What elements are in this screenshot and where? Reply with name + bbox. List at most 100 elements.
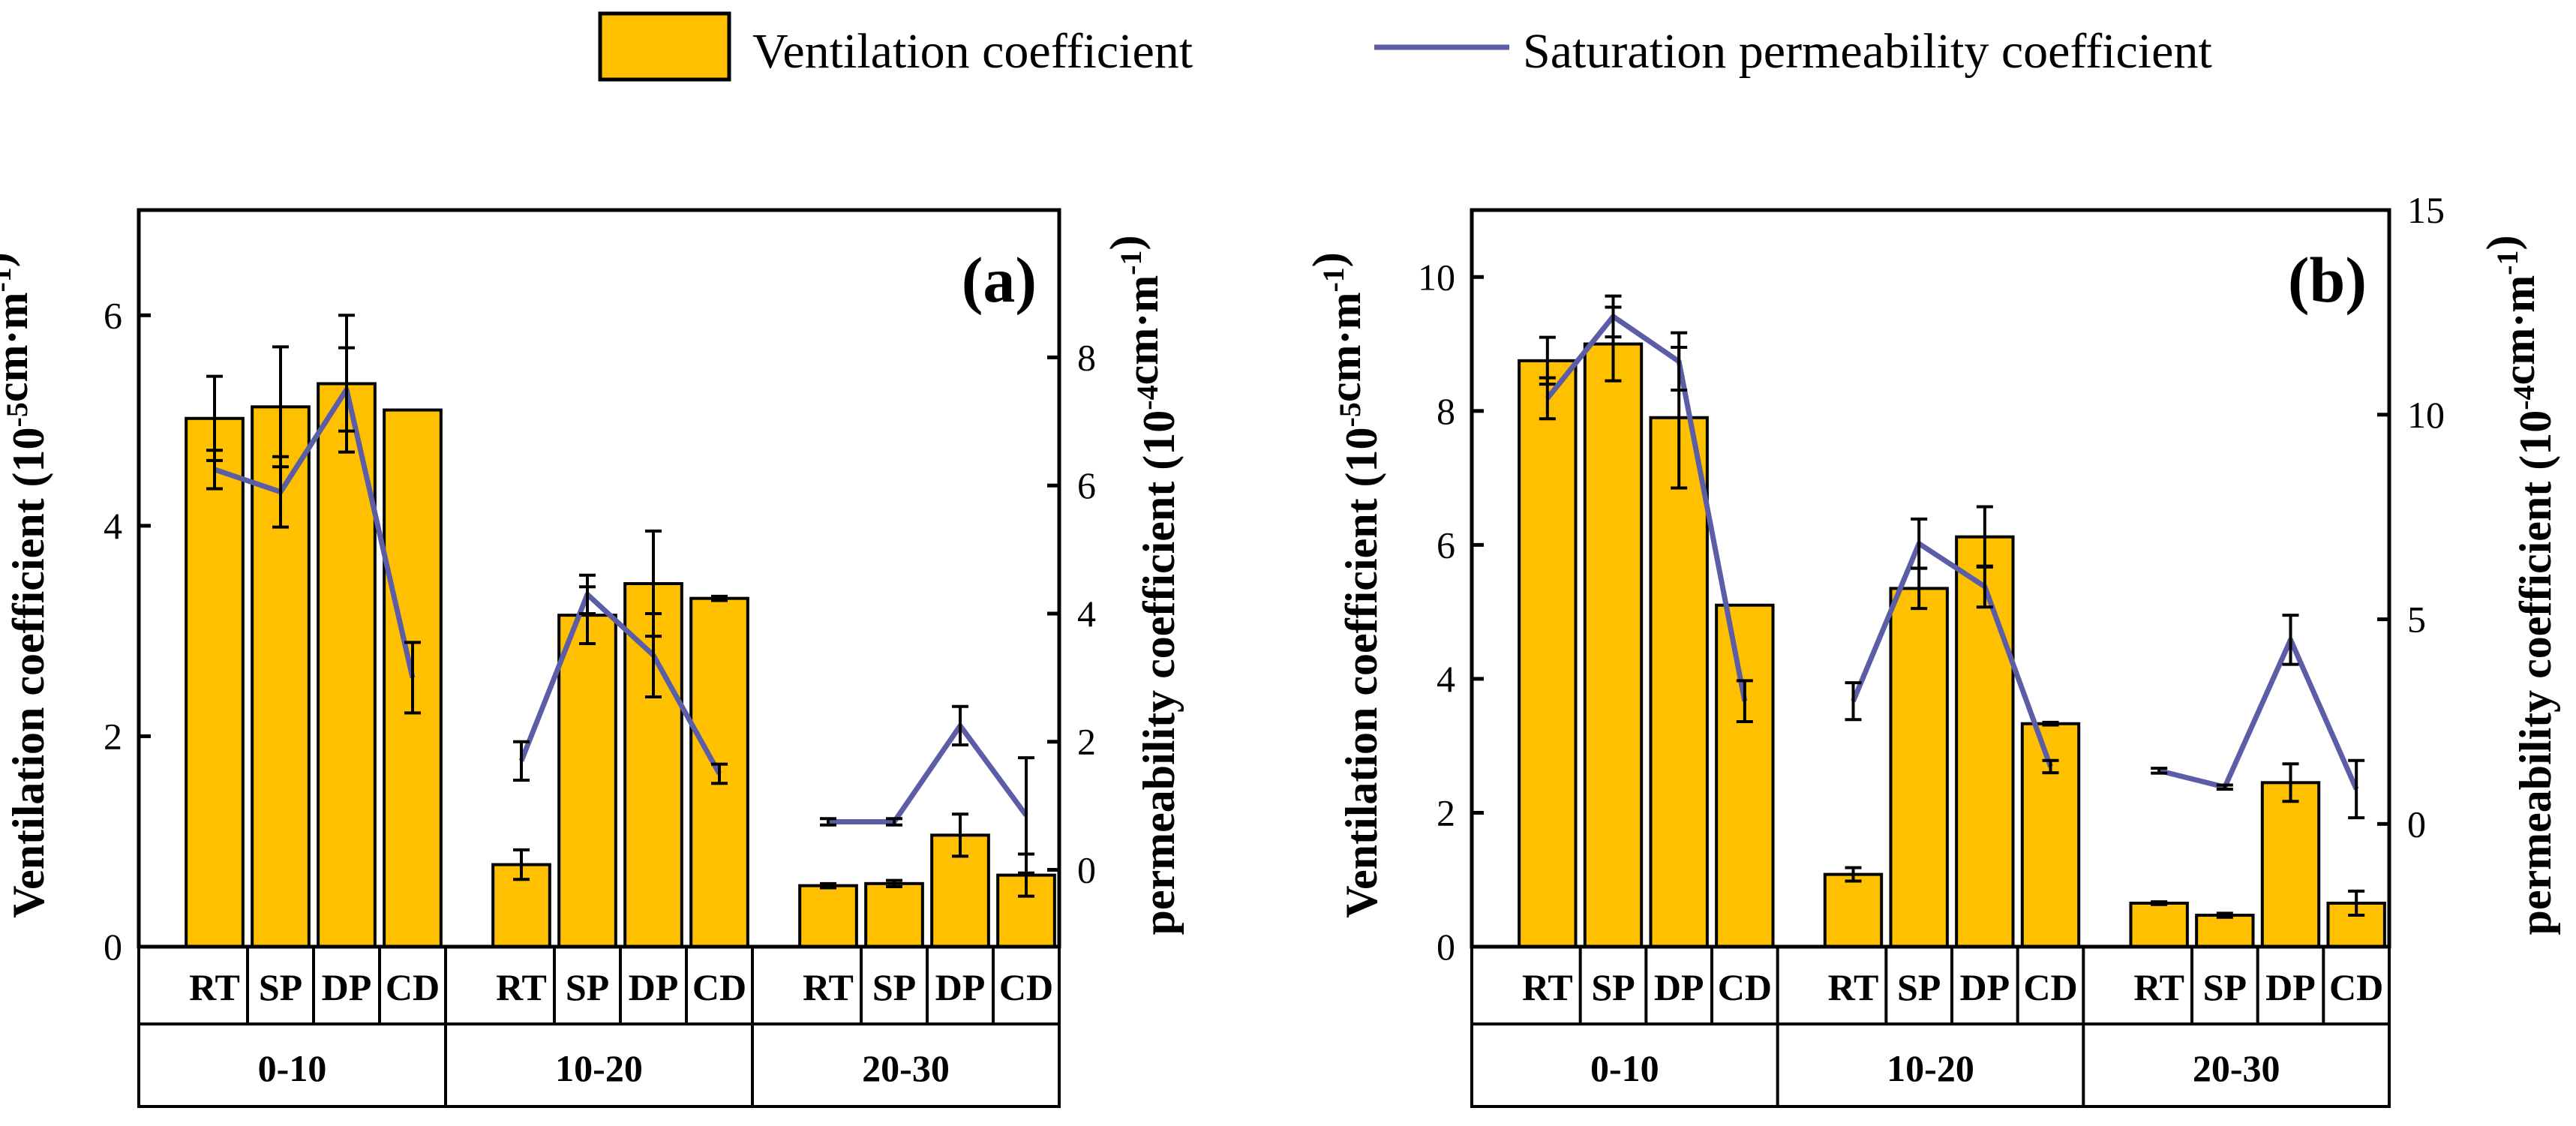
permeability-error-20-30-CD <box>1018 758 1034 873</box>
category-label-CD: CD <box>692 966 746 1008</box>
category-label-SP: SP <box>1591 966 1635 1008</box>
category-label-CD: CD <box>1718 966 1772 1008</box>
left-tick-label: 4 <box>104 505 122 547</box>
right-axis-title: permeability coefficient (10-4cm·m-1) <box>2478 235 2560 935</box>
axis-title-part: cm·m <box>0 293 37 403</box>
bar-20-30-SP <box>2196 915 2253 947</box>
bar-0-10-CD <box>1716 605 1773 947</box>
bar-10-20-SP <box>559 615 616 947</box>
category-label-CD: CD <box>2023 966 2077 1008</box>
legend-line-label: Saturation permeability coefficient <box>1523 24 2212 79</box>
bar-20-30-SP <box>866 884 923 947</box>
right-tick-label: 5 <box>2407 599 2426 641</box>
group-label-20-30: 20-30 <box>862 1047 950 1089</box>
left-tick-label: 4 <box>1437 658 1455 700</box>
axis-title-superscript: -1 <box>1114 250 1148 275</box>
right-tick-label: 4 <box>1077 593 1096 635</box>
category-label-RT: RT <box>2133 966 2184 1008</box>
category-label-SP: SP <box>1897 966 1941 1008</box>
category-label-DP: DP <box>935 966 986 1008</box>
right-tick-label: 2 <box>1077 721 1096 763</box>
left-tick-label: 10 <box>1418 256 1455 298</box>
axis-title-part: cm·m <box>1320 293 1370 403</box>
right-tick-label: 0 <box>1077 849 1096 891</box>
axis-title-part: permeability coefficient (10 <box>2511 410 2560 935</box>
axis-title-part: ) <box>2478 235 2527 250</box>
bar-error-20-30-RT <box>2151 902 2167 905</box>
group-label-0-10: 0-10 <box>258 1047 327 1089</box>
group-label-10-20: 10-20 <box>1887 1047 1974 1089</box>
axis-title-part: permeability coefficient (10 <box>1134 410 1184 935</box>
permeability-error-20-30-CD <box>2348 761 2364 818</box>
bar-10-20-RT <box>1825 875 1881 947</box>
bar-10-20-CD <box>2022 724 2079 947</box>
left-tick-label: 2 <box>104 715 122 757</box>
axis-title-part: cm·m <box>1118 275 1167 386</box>
panel-label: (b) <box>2288 244 2367 316</box>
group-label-10-20: 10-20 <box>555 1047 643 1089</box>
legend-bar-swatch <box>600 14 729 80</box>
permeability-error-0-10-SP <box>1605 296 1622 338</box>
bar-10-20-SP <box>1890 588 1947 947</box>
group-label-0-10: 0-10 <box>1590 1047 1659 1089</box>
axis-title-part: ) <box>1304 252 1353 267</box>
bar-20-30-RT <box>2130 903 2187 947</box>
category-label-DP: DP <box>629 966 679 1008</box>
bar-20-30-DP <box>2262 782 2319 947</box>
axis-title-superscript: -5 <box>1333 402 1367 427</box>
group-label-20-30: 20-30 <box>2193 1047 2280 1089</box>
panel-label: (a) <box>962 244 1037 316</box>
permeability-error-20-30-DP <box>952 707 968 745</box>
category-label-SP: SP <box>872 966 916 1008</box>
right-tick-label: 6 <box>1077 464 1096 506</box>
category-label-RT: RT <box>1522 966 1573 1008</box>
left-tick-label: 2 <box>1437 791 1455 833</box>
category-label-RT: RT <box>1828 966 1879 1008</box>
left-tick-label: 8 <box>1437 390 1455 432</box>
axis-title-superscript: -4 <box>1130 385 1164 410</box>
permeability-line-20-30 <box>2159 640 2356 789</box>
axis-title-part: Ventilation coefficient (10 <box>4 427 53 917</box>
right-tick-label: 10 <box>2407 394 2445 436</box>
category-label-DP: DP <box>2265 966 2316 1008</box>
axis-title-part: Ventilation coefficient (10 <box>1337 427 1386 917</box>
right-tick-label: 15 <box>2407 189 2445 231</box>
bar-20-30-RT <box>800 886 857 947</box>
right-tick-label: 8 <box>1077 336 1096 378</box>
bar-0-10-DP <box>1650 418 1707 947</box>
right-axis-title: permeability coefficient (10-4cm·m-1) <box>1101 235 1184 935</box>
bar-0-10-SP <box>1585 344 1641 947</box>
category-label-SP: SP <box>259 966 302 1008</box>
axis-title-part: ) <box>0 252 20 267</box>
category-label-CD: CD <box>386 966 440 1008</box>
category-label-CD: CD <box>2329 966 2383 1008</box>
category-label-DP: DP <box>1960 966 2010 1008</box>
left-tick-label: 0 <box>104 926 122 968</box>
category-label-RT: RT <box>189 966 240 1008</box>
left-tick-label: 0 <box>1437 926 1455 968</box>
category-label-SP: SP <box>2203 966 2247 1008</box>
bar-0-10-RT <box>1519 361 1575 947</box>
axis-title-superscript: -4 <box>2507 385 2541 410</box>
legend: Ventilation coefficient Saturation perme… <box>600 14 2212 80</box>
category-label-DP: DP <box>322 966 372 1008</box>
right-tick-label: 0 <box>2407 803 2426 845</box>
bar-error-10-20-CD <box>2043 722 2059 725</box>
left-tick-label: 6 <box>1437 524 1455 566</box>
category-label-SP: SP <box>566 966 609 1008</box>
category-label-DP: DP <box>1654 966 1704 1008</box>
category-label-CD: CD <box>999 966 1053 1008</box>
axis-title-superscript: -1 <box>1317 267 1350 292</box>
panel-b: 0 2 4 6 8 10 0 5 10 15 (b) RT SP DP CD 0-10 RT SP DP CD 10-2… <box>1304 189 2560 1106</box>
category-label-RT: RT <box>803 966 854 1008</box>
axis-title-superscript: -5 <box>0 402 34 427</box>
left-tick-label: 6 <box>104 294 122 336</box>
axis-title-superscript: -1 <box>2490 250 2524 275</box>
bar-0-10-RT <box>186 419 243 947</box>
permeability-line-20-30 <box>828 725 1026 821</box>
axis-title-part: ) <box>1101 235 1151 250</box>
axis-title-part: cm·m <box>2494 275 2544 386</box>
